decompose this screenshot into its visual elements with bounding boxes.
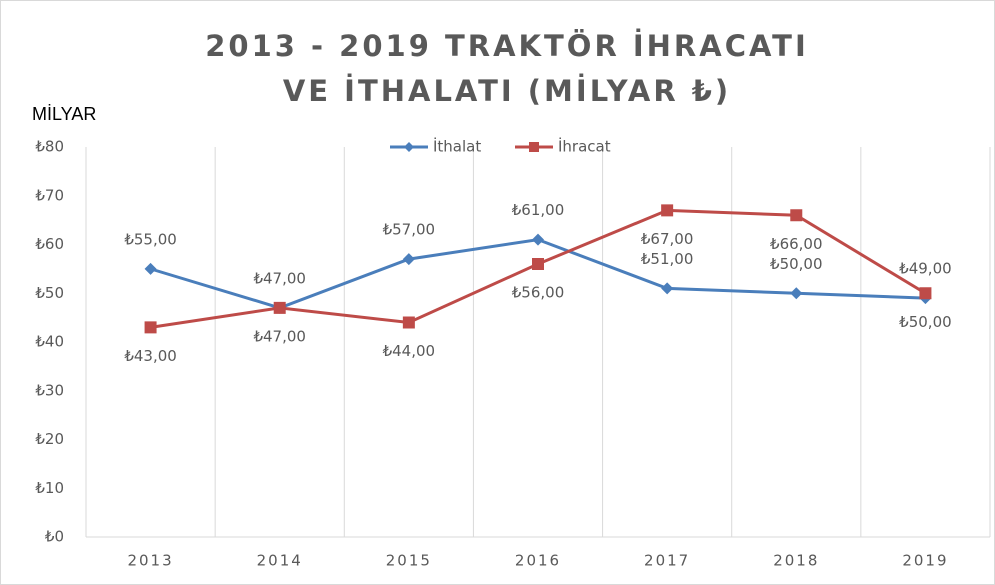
- x-tick-label: 2017: [644, 552, 690, 570]
- marker: [790, 287, 803, 300]
- data-label: ₺50,00: [770, 255, 823, 273]
- data-label: ₺43,00: [124, 347, 177, 365]
- y-tick-label: ₺10: [35, 479, 64, 497]
- marker: [144, 321, 157, 334]
- marker: [661, 204, 674, 217]
- y-tick-label: ₺80: [35, 138, 64, 156]
- data-label: ₺49,00: [899, 260, 952, 278]
- legend-label: İthalat: [433, 137, 481, 156]
- data-label: ₺56,00: [512, 284, 565, 302]
- data-label: ₺50,00: [899, 313, 952, 331]
- legend-label: İhracat: [558, 137, 611, 156]
- legend-marker: [404, 142, 414, 152]
- data-label: ₺47,00: [253, 269, 306, 287]
- chart-title: 2013 - 2019 TRAKTÖR İHRACATI VE İTHALATI…: [205, 29, 809, 108]
- marker: [532, 258, 544, 270]
- x-tick-label: 2013: [127, 552, 173, 570]
- x-tick-label: 2015: [386, 552, 432, 570]
- data-label: ₺51,00: [641, 250, 694, 268]
- y-tick-label: ₺50: [35, 284, 64, 302]
- y-axis-label: MİLYAR: [32, 104, 97, 124]
- marker: [532, 233, 544, 246]
- y-tick-label: ₺20: [35, 430, 64, 448]
- y-tick-label: ₺60: [35, 235, 64, 253]
- y-tick-label: ₺40: [35, 333, 64, 351]
- x-tick-label: 2019: [902, 552, 948, 570]
- data-label: ₺67,00: [641, 230, 694, 248]
- x-tick-label: 2018: [773, 552, 819, 570]
- marker: [144, 262, 157, 275]
- y-tick-label: ₺70: [35, 186, 64, 204]
- data-label: ₺57,00: [383, 221, 436, 239]
- marker: [402, 253, 415, 266]
- data-label: ₺47,00: [253, 327, 306, 345]
- x-tick-label: 2016: [515, 552, 561, 570]
- marker: [402, 316, 415, 329]
- marker: [919, 287, 932, 300]
- y-tick-label: ₺0: [45, 528, 64, 546]
- marker: [790, 209, 803, 222]
- data-label: ₺55,00: [124, 230, 177, 248]
- data-label: ₺44,00: [383, 342, 436, 360]
- marker: [661, 282, 674, 295]
- x-tick-label: 2014: [257, 552, 303, 570]
- data-label: ₺66,00: [770, 235, 823, 253]
- legend-marker: [529, 142, 539, 152]
- data-label: ₺61,00: [512, 201, 565, 219]
- y-tick-label: ₺30: [35, 381, 64, 399]
- marker: [273, 301, 286, 314]
